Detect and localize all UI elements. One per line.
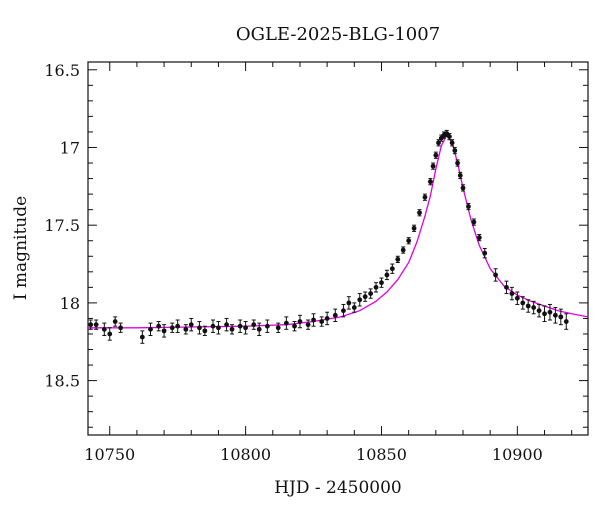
data-point [139,334,145,340]
data-point [237,323,243,329]
data-point [542,311,547,317]
data-point [417,210,422,216]
axis-ticks [88,62,588,435]
data-point [224,322,229,328]
data-point [112,319,118,324]
data-point [169,325,175,331]
data-point [438,135,444,141]
data-point [563,319,569,324]
data-point [395,256,401,262]
data-point [411,225,417,231]
data-point [460,185,466,191]
x-tick-label: 10800 [220,445,271,464]
x-tick-label: 10900 [492,445,543,464]
data-point [351,305,357,310]
data-point [202,328,208,334]
y-tick-label: 18.5 [44,372,80,391]
data-point [452,148,458,153]
data-point [148,326,153,332]
data-point [406,238,412,244]
data-point [514,295,520,301]
data-point [101,326,107,332]
data-point [547,309,553,315]
data-point [319,319,325,324]
y-tick-label: 17.5 [44,216,80,235]
data-point [400,247,406,253]
data-point [332,312,338,318]
data-point [447,134,452,140]
data-point [504,284,509,290]
data-point [466,204,471,209]
data-point [183,326,189,332]
data-point [476,235,482,241]
data-point [107,331,113,337]
data-point [324,316,330,321]
data-point [251,322,257,328]
x-axis-label: HJD - 2450000 [274,478,402,498]
x-tick-label: 10750 [84,445,135,464]
data-point [368,291,374,296]
data-point [384,272,390,278]
data-point [243,325,249,331]
data-point [341,308,346,314]
data-point [536,308,542,314]
data-point [275,325,281,331]
data-point [297,319,303,324]
data-points [88,129,569,344]
data-point [430,163,436,169]
data-point [552,312,558,318]
data-point [482,250,488,256]
data-point [93,322,99,328]
data-point [311,317,316,323]
chart-title: OGLE-2025-BLG-1007 [236,24,440,45]
data-point [197,325,202,331]
model-line [88,133,589,329]
data-point [427,179,433,185]
data-point [357,297,363,303]
data-point [156,323,162,329]
data-point [362,294,368,300]
data-point [509,291,515,296]
data-point [471,219,477,225]
data-point [531,305,537,310]
data-point [455,160,460,166]
y-tick-label: 16.5 [44,61,80,80]
data-point [373,284,379,290]
data-point [433,152,439,158]
data-point [210,323,216,329]
data-point [292,323,297,329]
data-point [161,328,167,334]
data-point [264,323,270,329]
data-point [305,322,311,328]
data-point [389,266,395,272]
data-point [422,194,428,200]
data-point [216,325,221,331]
data-point [283,320,289,326]
tick-labels: 10750 10800 10850 10900 16.5 17 17.5 18 18.5 [44,61,542,464]
data-point [175,323,181,329]
data-point [229,326,235,332]
data-point [444,131,450,136]
data-point [449,140,455,146]
data-point [88,322,94,328]
data-point [493,272,499,278]
data-point [256,326,262,332]
plot-frame [87,61,589,436]
model-curve [88,133,589,329]
data-point [118,325,124,331]
x-tick-label: 10850 [356,445,407,464]
data-point [188,322,194,328]
data-point [457,173,463,178]
y-axis-label: I magnitude [11,196,31,300]
data-point [558,314,564,320]
data-point [346,300,352,306]
y-tick-label: 17 [60,138,80,157]
data-point [379,280,384,286]
data-point [520,300,526,306]
y-tick-label: 18 [60,294,80,313]
data-point [525,303,531,309]
